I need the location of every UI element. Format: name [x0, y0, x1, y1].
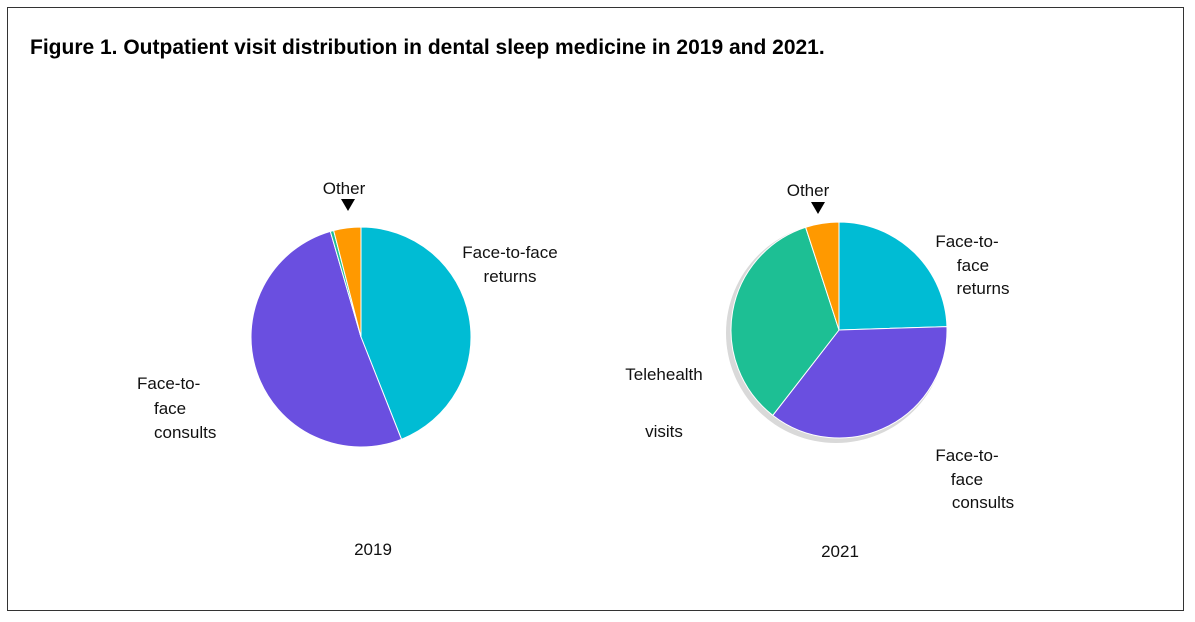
label-2019-consults-line2: face	[154, 399, 186, 418]
label-2021-consults-line1: Face-to-	[935, 446, 998, 465]
pie-slice-2021-face-to-face-returns	[838, 221, 948, 331]
label-2019-consults-line1: Face-to-	[137, 374, 200, 393]
label-2021-returns-line2: face	[957, 256, 989, 275]
label-2021-consults-line2: face	[951, 470, 983, 489]
figure-frame: Figure 1. Outpatient visit distribution …	[7, 7, 1184, 611]
label-2019-returns-line2: returns	[484, 267, 537, 286]
label-2021-other: Other	[787, 181, 830, 200]
arrow-down-icon	[341, 199, 355, 211]
arrow-down-icon	[811, 202, 825, 214]
pie-chart-2021	[726, 221, 948, 443]
label-2019-other: Other	[323, 179, 366, 198]
label-2021-returns-line3: returns	[957, 279, 1010, 298]
pie-slice-2019-face-to-face-returns	[360, 226, 472, 440]
label-2019-returns-line1: Face-to-face	[462, 243, 557, 262]
label-2019-consults-line3: consults	[154, 423, 216, 442]
pie-chart-2019	[250, 226, 472, 448]
pie-slice-2021-other	[804, 221, 840, 331]
pie-slice-2021-telehealth-visits	[730, 226, 840, 417]
label-2021-consults-line3: consults	[952, 493, 1014, 512]
pie-slice-2021-face-to-face-consults	[772, 326, 948, 439]
year-label-2021: 2021	[821, 542, 859, 561]
label-2021-telehealth-line1: Telehealth	[625, 365, 703, 384]
pie-slice-2019-other	[333, 226, 362, 338]
pie-slice-2019-face-to-face-consults	[250, 230, 403, 448]
label-2021-returns-line1: Face-to-	[935, 232, 998, 251]
label-2021-telehealth-line2: visits	[645, 422, 683, 441]
year-label-2019: 2019	[354, 540, 392, 559]
figure-title: Figure 1. Outpatient visit distribution …	[30, 36, 825, 59]
